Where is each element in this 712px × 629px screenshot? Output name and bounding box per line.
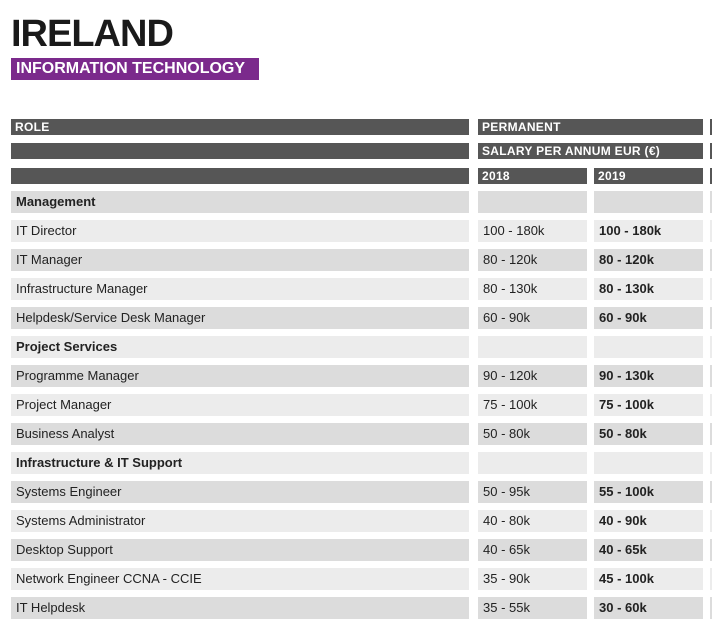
header-edge xyxy=(710,168,712,184)
role-cell: Project Manager xyxy=(11,394,469,416)
role-cell: IT Director xyxy=(11,220,469,242)
header-blank xyxy=(11,143,469,159)
salary-cell: 100 - 180k xyxy=(594,220,703,242)
salary-cell: 50 - 80k xyxy=(594,423,703,445)
salary-cell xyxy=(594,191,703,213)
row-edge xyxy=(710,191,712,213)
role-cell: Infrastructure Manager xyxy=(11,278,469,300)
row-edge xyxy=(710,307,712,329)
salary-cell: 80 - 120k xyxy=(594,249,703,271)
salary-cell: 40 - 90k xyxy=(594,510,703,532)
salary-cell: 60 - 90k xyxy=(594,307,703,329)
row-edge xyxy=(710,336,712,358)
header-blank xyxy=(11,168,469,184)
salary-cell xyxy=(594,336,703,358)
salary-cell: 60 - 90k xyxy=(478,307,587,329)
row-edge xyxy=(710,220,712,242)
salary-cell: 55 - 100k xyxy=(594,481,703,503)
section-banner: INFORMATION TECHNOLOGY xyxy=(11,58,259,80)
role-cell: Systems Engineer xyxy=(11,481,469,503)
role-cell: Programme Manager xyxy=(11,365,469,387)
row-edge xyxy=(710,423,712,445)
salary-cell: 30 - 60k xyxy=(594,597,703,619)
role-cell: Desktop Support xyxy=(11,539,469,561)
salary-cell: 45 - 100k xyxy=(594,568,703,590)
section-label: Project Services xyxy=(11,336,469,358)
salary-cell: 35 - 55k xyxy=(478,597,587,619)
year-header: 2018 xyxy=(478,168,587,184)
salary-cell: 80 - 130k xyxy=(478,278,587,300)
salary-cell: 90 - 120k xyxy=(478,365,587,387)
row-edge xyxy=(710,539,712,561)
role-cell: Helpdesk/Service Desk Manager xyxy=(11,307,469,329)
row-edge xyxy=(710,394,712,416)
salary-cell: 35 - 90k xyxy=(478,568,587,590)
header-edge xyxy=(710,143,712,159)
role-cell: IT Helpdesk xyxy=(11,597,469,619)
salary-cell: 75 - 100k xyxy=(594,394,703,416)
role-cell: Business Analyst xyxy=(11,423,469,445)
section-label: Infrastructure & IT Support xyxy=(11,452,469,474)
row-edge xyxy=(710,452,712,474)
salary-cell: 50 - 95k xyxy=(478,481,587,503)
page-title: IRELAND xyxy=(11,13,174,55)
row-edge xyxy=(710,278,712,300)
section-label: Management xyxy=(11,191,469,213)
role-cell: Network Engineer CCNA - CCIE xyxy=(11,568,469,590)
salary-cell: 90 - 130k xyxy=(594,365,703,387)
salary-cell xyxy=(478,452,587,474)
row-edge xyxy=(710,249,712,271)
row-edge xyxy=(710,597,712,619)
salary-cell: 40 - 65k xyxy=(478,539,587,561)
row-edge xyxy=(710,481,712,503)
subgroup-header: SALARY PER ANNUM EUR (€) xyxy=(478,143,703,159)
salary-cell: 80 - 120k xyxy=(478,249,587,271)
group-header: PERMANENT xyxy=(478,119,703,135)
year-header: 2019 xyxy=(594,168,703,184)
salary-cell: 80 - 130k xyxy=(594,278,703,300)
role-cell: IT Manager xyxy=(11,249,469,271)
role-header: ROLE xyxy=(11,119,469,135)
row-edge xyxy=(710,568,712,590)
salary-cell: 100 - 180k xyxy=(478,220,587,242)
salary-cell xyxy=(478,191,587,213)
salary-cell: 40 - 65k xyxy=(594,539,703,561)
salary-cell: 75 - 100k xyxy=(478,394,587,416)
salary-cell xyxy=(594,452,703,474)
row-edge xyxy=(710,510,712,532)
salary-cell: 50 - 80k xyxy=(478,423,587,445)
salary-cell xyxy=(478,336,587,358)
role-cell: Systems Administrator xyxy=(11,510,469,532)
row-edge xyxy=(710,365,712,387)
salary-cell: 40 - 80k xyxy=(478,510,587,532)
header-edge xyxy=(710,119,712,135)
